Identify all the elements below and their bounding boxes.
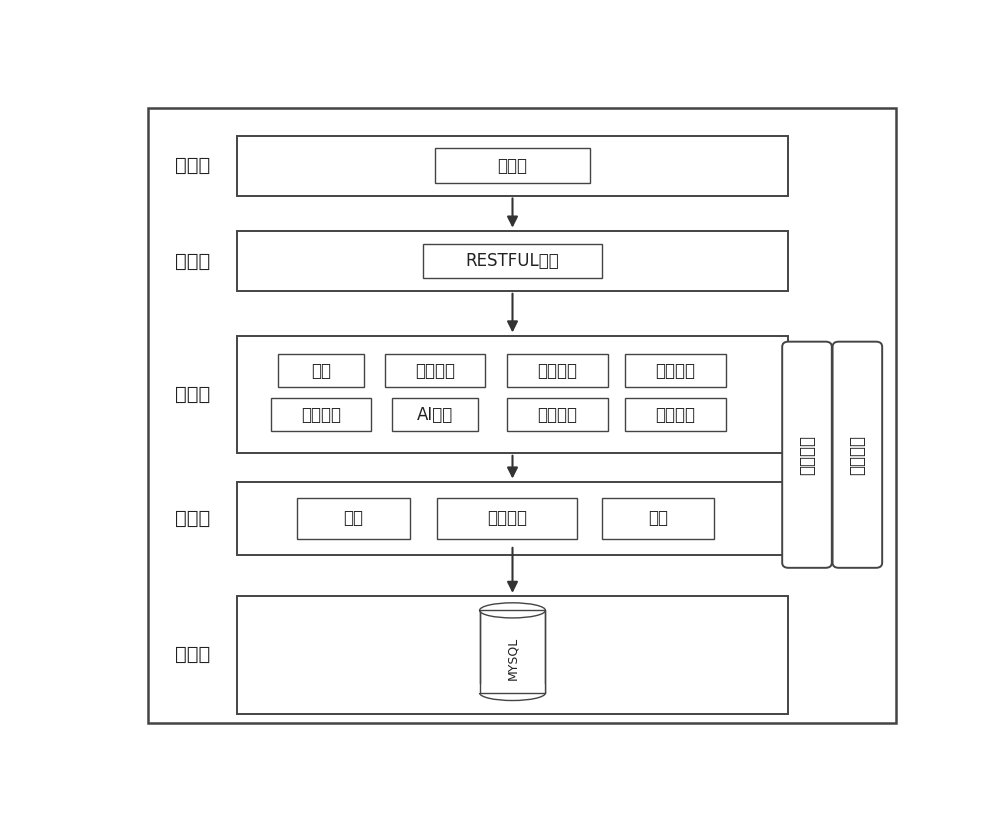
Text: 设备管理: 设备管理: [655, 362, 695, 380]
Text: 客户端: 客户端: [175, 156, 211, 175]
Text: 组织管理: 组织管理: [537, 362, 577, 380]
FancyBboxPatch shape: [602, 497, 714, 539]
FancyBboxPatch shape: [237, 231, 788, 291]
FancyBboxPatch shape: [278, 355, 364, 388]
Text: 视图: 视图: [648, 509, 668, 527]
Text: 系统设置: 系统设置: [415, 362, 455, 380]
Text: 数据缓存: 数据缓存: [487, 509, 527, 527]
Text: 消息通知: 消息通知: [537, 406, 577, 424]
FancyBboxPatch shape: [435, 148, 590, 183]
Text: AI分析: AI分析: [417, 406, 453, 424]
Text: RESTFUL接口: RESTFUL接口: [466, 252, 559, 270]
FancyBboxPatch shape: [385, 355, 485, 388]
Text: 业务层: 业务层: [175, 385, 211, 404]
Ellipse shape: [480, 603, 545, 618]
FancyBboxPatch shape: [833, 342, 882, 568]
FancyBboxPatch shape: [423, 243, 602, 279]
Text: 消息通知: 消息通知: [655, 406, 695, 424]
FancyBboxPatch shape: [237, 135, 788, 196]
FancyBboxPatch shape: [507, 355, 608, 388]
Text: 数据库: 数据库: [175, 645, 211, 664]
FancyBboxPatch shape: [297, 497, 410, 539]
Text: 事务: 事务: [344, 509, 364, 527]
FancyBboxPatch shape: [437, 497, 577, 539]
Text: 监控中心: 监控中心: [301, 406, 341, 424]
Ellipse shape: [480, 686, 545, 700]
Text: 浏览器: 浏览器: [498, 157, 528, 175]
FancyBboxPatch shape: [625, 355, 726, 388]
Bar: [479, 684, 546, 693]
Bar: [480, 610, 545, 693]
FancyBboxPatch shape: [392, 398, 478, 431]
FancyBboxPatch shape: [237, 336, 788, 453]
Text: MYSQL: MYSQL: [506, 636, 519, 680]
Text: 处理层: 处理层: [175, 252, 211, 271]
Text: 数据层: 数据层: [175, 509, 211, 528]
FancyBboxPatch shape: [148, 108, 896, 723]
FancyBboxPatch shape: [237, 596, 788, 714]
Text: 权限控制: 权限控制: [848, 435, 866, 474]
FancyBboxPatch shape: [237, 482, 788, 554]
Bar: [480, 610, 545, 693]
Text: 日志记录: 日志记录: [798, 435, 816, 474]
FancyBboxPatch shape: [271, 398, 371, 431]
FancyBboxPatch shape: [782, 342, 832, 568]
FancyBboxPatch shape: [507, 398, 608, 431]
FancyBboxPatch shape: [625, 398, 726, 431]
Text: 登录: 登录: [311, 362, 331, 380]
